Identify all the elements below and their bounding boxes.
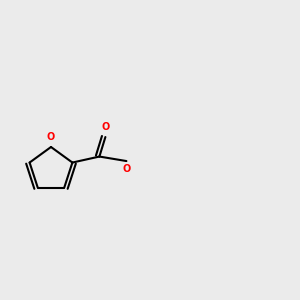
Text: O: O (123, 164, 131, 174)
Text: O: O (47, 132, 55, 142)
Text: O: O (101, 122, 110, 132)
